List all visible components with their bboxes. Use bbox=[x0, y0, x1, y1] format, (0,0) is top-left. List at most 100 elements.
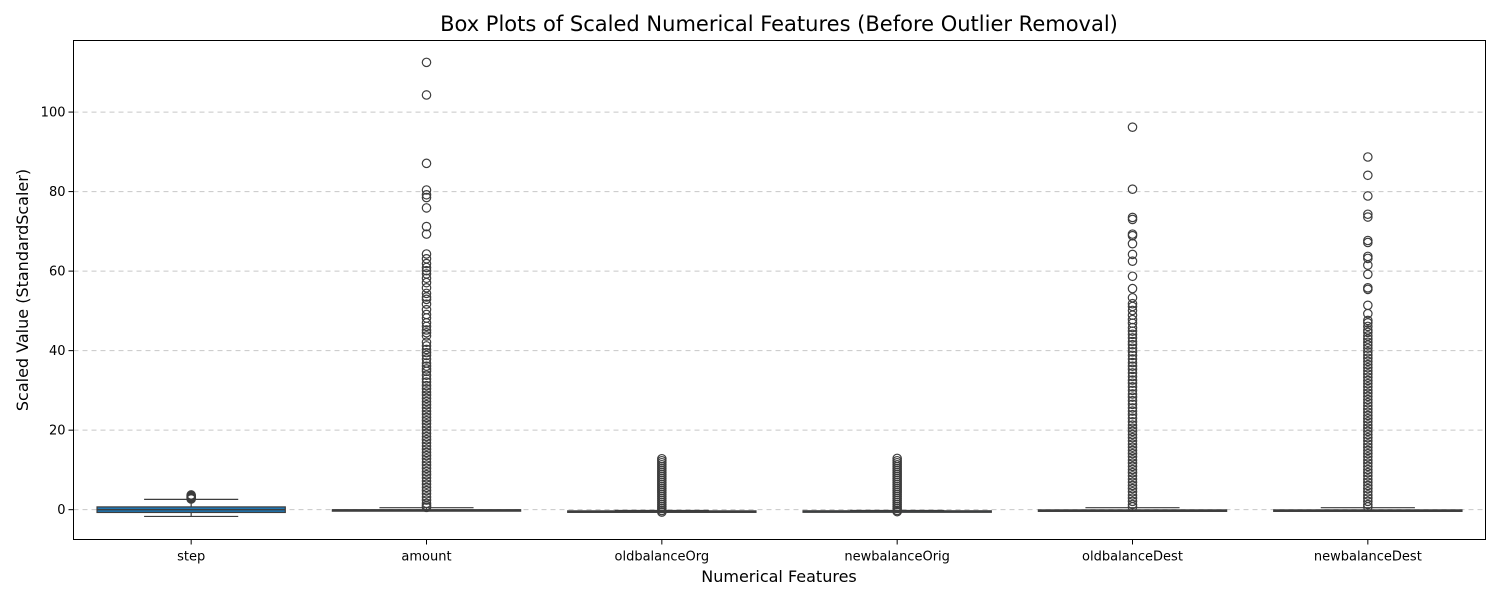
outlier-point bbox=[421, 387, 432, 397]
outlier-point bbox=[421, 344, 432, 355]
outlier-point bbox=[421, 361, 432, 371]
y-tick-label: 100 bbox=[41, 106, 66, 121]
outlier-point bbox=[421, 438, 432, 448]
outlier-point bbox=[1127, 298, 1138, 309]
outlier-point bbox=[1127, 364, 1138, 375]
outlier-point bbox=[1127, 347, 1138, 357]
grid-lines bbox=[73, 111, 1486, 511]
outlier-point bbox=[1127, 439, 1138, 449]
outlier-point bbox=[1363, 477, 1373, 488]
outlier-point bbox=[1127, 184, 1138, 195]
outlier-point bbox=[1363, 480, 1373, 491]
outlier-point bbox=[1363, 445, 1373, 456]
outlier-point bbox=[421, 229, 432, 239]
outlier-point bbox=[1363, 401, 1373, 411]
outlier-point bbox=[1127, 350, 1138, 361]
outlier-point bbox=[1127, 389, 1138, 399]
outlier-point bbox=[1127, 420, 1138, 430]
outlier-point bbox=[1127, 322, 1138, 333]
outlier-point bbox=[1127, 486, 1138, 497]
outlier-point bbox=[1127, 445, 1138, 456]
outlier-point bbox=[421, 447, 432, 458]
x-axis-title: Numerical Features bbox=[701, 567, 857, 586]
outlier-point bbox=[1363, 490, 1373, 500]
outlier-point bbox=[421, 422, 432, 432]
outlier-point bbox=[421, 221, 432, 232]
outlier-point bbox=[421, 347, 432, 358]
outlier-point bbox=[421, 265, 432, 276]
outlier-point bbox=[1363, 260, 1373, 270]
outlier-point bbox=[421, 473, 432, 483]
outlier-point bbox=[1363, 417, 1373, 427]
outlier-point bbox=[421, 418, 432, 429]
outlier-point bbox=[1127, 371, 1138, 382]
outlier-point bbox=[1363, 350, 1373, 360]
outlier-point bbox=[1127, 336, 1138, 347]
outlier-point bbox=[421, 158, 432, 169]
box-newbalanceDest bbox=[1273, 152, 1463, 512]
outlier-point bbox=[421, 370, 432, 381]
outlier-point bbox=[1127, 458, 1138, 468]
outlier-point bbox=[1127, 212, 1138, 223]
outlier-point bbox=[421, 502, 432, 513]
outlier-point bbox=[1127, 429, 1138, 440]
outlier-point bbox=[1127, 249, 1138, 260]
outlier-point bbox=[1363, 325, 1373, 335]
outlier-point bbox=[1127, 471, 1138, 481]
outlier-point bbox=[1127, 448, 1138, 459]
y-tick-label: 0 bbox=[57, 503, 65, 518]
outlier-point bbox=[421, 189, 432, 200]
outlier-point bbox=[1363, 407, 1373, 418]
outlier-point bbox=[1127, 385, 1138, 396]
box-oldbalanceOrg bbox=[567, 453, 757, 517]
outlier-point bbox=[1363, 191, 1373, 201]
outlier-point bbox=[1127, 464, 1138, 475]
outlier-point bbox=[421, 479, 432, 490]
chart-title: Box Plots of Scaled Numerical Features (… bbox=[440, 12, 1118, 36]
y-tick-label: 80 bbox=[49, 185, 66, 200]
outlier-point bbox=[421, 457, 432, 467]
outlier-point bbox=[421, 283, 432, 293]
outlier-point bbox=[421, 318, 432, 328]
outlier-point bbox=[421, 428, 432, 439]
outlier-point bbox=[1363, 436, 1373, 446]
outlier-point bbox=[421, 57, 432, 68]
outlier-point bbox=[421, 403, 432, 413]
outlier-point bbox=[1363, 337, 1373, 348]
outlier-point bbox=[1127, 283, 1138, 294]
outlier-point bbox=[421, 292, 432, 302]
outlier-point bbox=[421, 469, 432, 480]
outlier-point bbox=[1363, 343, 1373, 354]
outlier-point bbox=[421, 396, 432, 407]
outlier-point bbox=[421, 498, 432, 509]
outlier-point bbox=[1127, 339, 1138, 350]
outlier-point bbox=[421, 482, 432, 493]
outlier-point bbox=[421, 294, 432, 305]
outlier-point bbox=[1363, 212, 1373, 222]
outlier-point bbox=[1127, 409, 1138, 420]
outlier-point bbox=[421, 341, 432, 351]
outlier-point bbox=[1363, 397, 1373, 408]
outlier-point bbox=[1363, 499, 1373, 510]
y-axis-title: Scaled Value (StandardScaler) bbox=[13, 169, 32, 411]
outlier-point bbox=[1127, 432, 1138, 443]
outlier-point bbox=[1127, 423, 1138, 433]
outlier-point bbox=[1363, 394, 1373, 405]
outlier-point bbox=[1363, 251, 1373, 262]
outlier-point bbox=[1127, 496, 1138, 507]
outlier-point bbox=[421, 277, 432, 288]
outlier-point bbox=[892, 506, 902, 517]
outlier-point bbox=[1127, 499, 1138, 510]
outlier-point bbox=[421, 262, 432, 273]
outlier-point bbox=[421, 450, 432, 461]
outlier-point bbox=[1127, 490, 1138, 500]
outlier-point bbox=[1363, 410, 1373, 421]
outlier-point bbox=[1127, 395, 1138, 406]
outlier-point bbox=[1127, 467, 1138, 478]
outlier-point bbox=[1363, 388, 1373, 398]
x-tick-label: oldbalanceDest bbox=[1082, 550, 1183, 565]
box-newbalanceOrig bbox=[802, 453, 992, 517]
outlier-point bbox=[421, 258, 432, 269]
outlier-point bbox=[1127, 417, 1138, 427]
outlier-point bbox=[1127, 399, 1138, 410]
